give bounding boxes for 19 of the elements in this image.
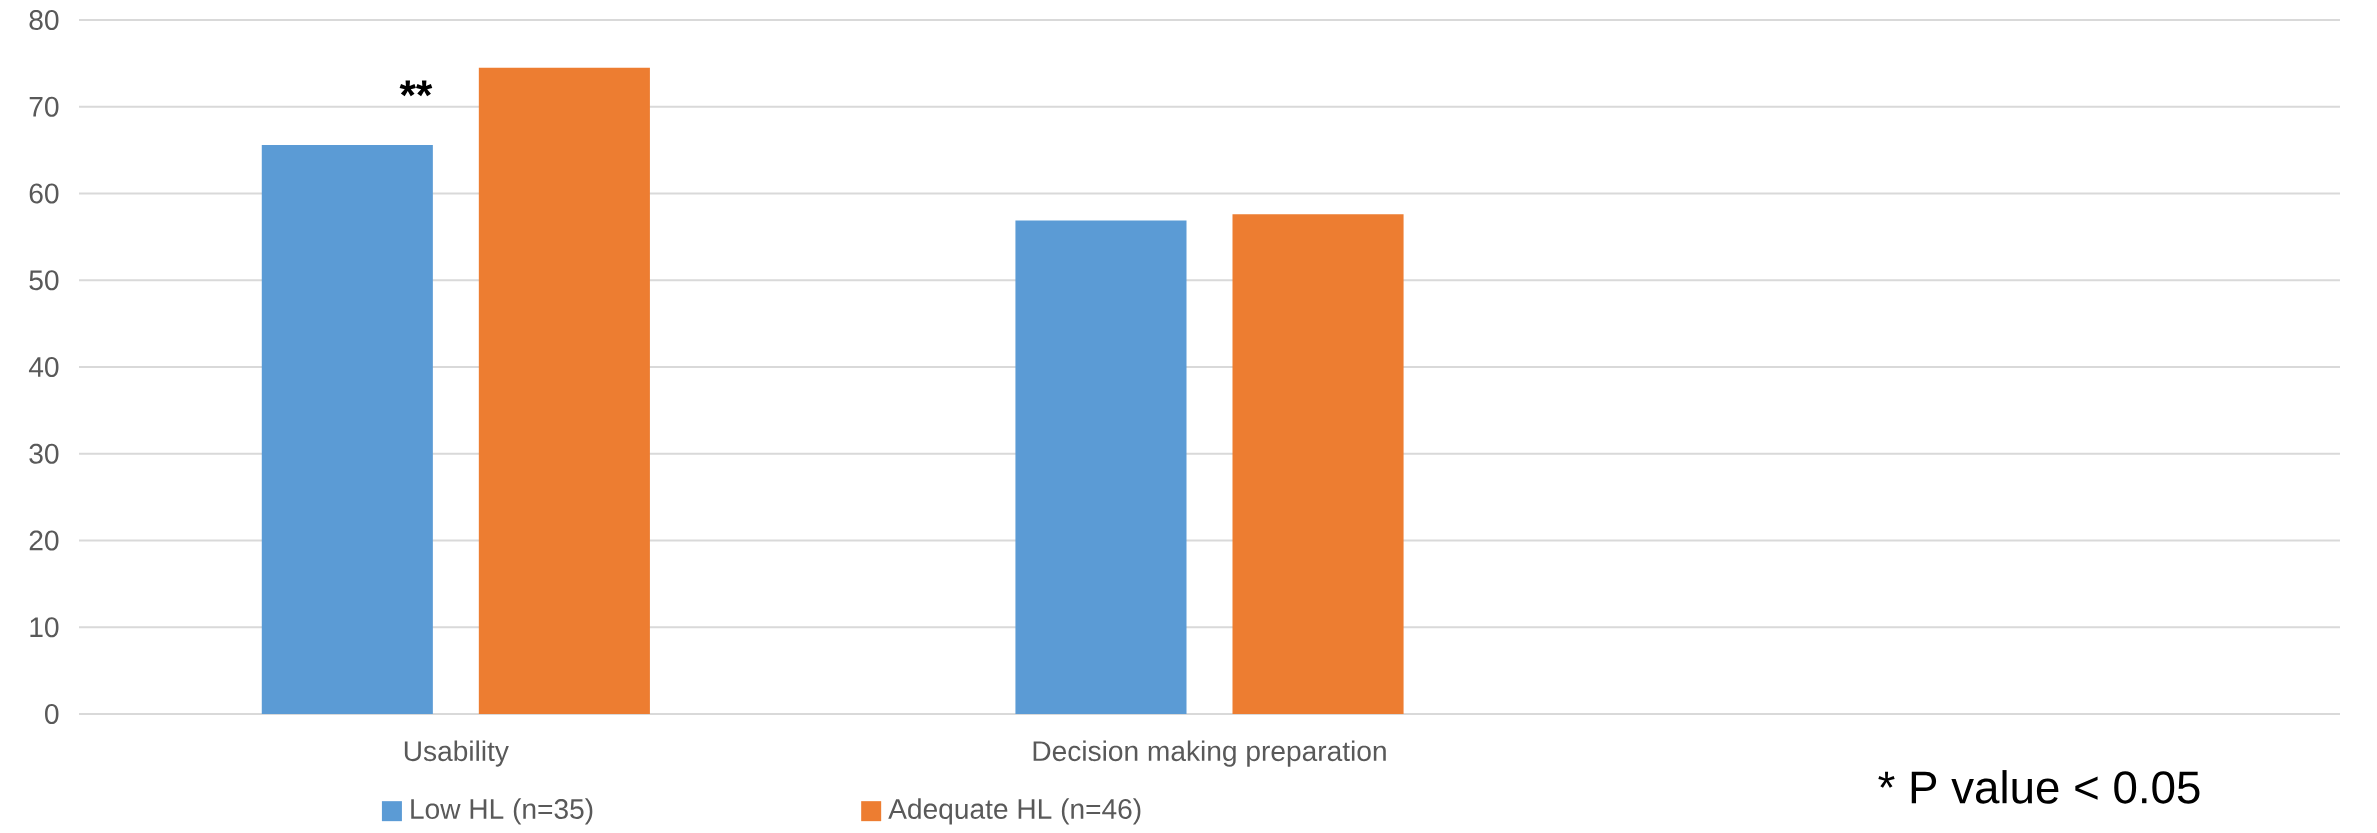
y-tick-label: 70 xyxy=(29,96,59,117)
y-tick-label: 80 xyxy=(29,10,59,30)
y-tick-label: 30 xyxy=(29,443,59,464)
bar xyxy=(261,144,433,714)
legend-label: Low HL (n=35) xyxy=(411,798,593,825)
bar xyxy=(1232,214,1404,714)
x-tick-label: Decision making preparation xyxy=(1033,740,1386,767)
bar xyxy=(478,67,650,714)
y-tick-label: 40 xyxy=(28,357,59,377)
y-tick-label: 60 xyxy=(29,183,59,204)
y-tick-label: 20 xyxy=(29,530,59,551)
annotation: ** xyxy=(399,80,433,97)
y-tick-label: 50 xyxy=(29,270,59,291)
legend-label: Adequate HL (n=46) xyxy=(888,798,1141,825)
text: * P value < 0.05 xyxy=(1878,770,2200,804)
y-tick-label: 10 xyxy=(30,617,59,638)
x-tick-label: Usability xyxy=(404,740,509,767)
y-tick-label: 0 xyxy=(45,704,59,724)
bar xyxy=(1015,220,1187,714)
